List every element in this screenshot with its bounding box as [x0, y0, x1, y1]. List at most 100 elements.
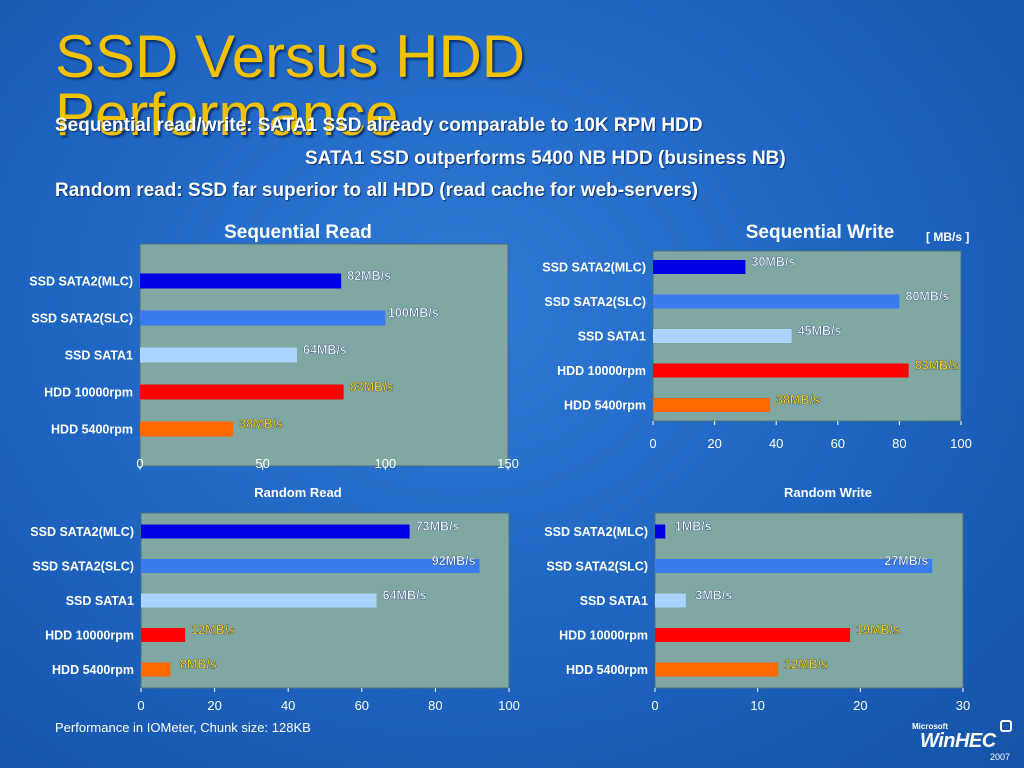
value-label: 92MB/s [432, 554, 476, 568]
value-label: 8MB/s [180, 658, 217, 672]
plot-area [654, 512, 964, 689]
category-label: SSD SATA1 [580, 594, 648, 608]
logo-winhec: WinHEC [920, 730, 996, 752]
x-tick-label: 30 [956, 698, 970, 713]
bar [653, 294, 900, 309]
value-label: 64MB/s [383, 589, 427, 603]
category-label: SSD SATA2(MLC) [30, 525, 134, 539]
bar [141, 559, 480, 573]
x-tick-label: 0 [136, 456, 143, 471]
logo-microsoft: Microsoft [912, 722, 948, 731]
bar [141, 524, 410, 539]
winhec-logo: Microsoft WinHEC 2007 [912, 720, 1012, 764]
x-tick-label: 80 [892, 436, 906, 451]
chart-random-write: Random Write SSD SATA2(MLC) 1MB/s SSD SATA2… [520, 482, 1020, 720]
category-label: SSD SATA1 [65, 349, 133, 363]
bar [140, 384, 344, 400]
bar [655, 559, 933, 573]
value-label: 3MB/s [695, 589, 732, 603]
category-label: SSD SATA2(MLC) [29, 275, 133, 289]
category-label: HDD 5400rpm [52, 663, 134, 677]
category-label: SSD SATA2(SLC) [544, 295, 646, 309]
value-label: 83MB/s [350, 380, 394, 394]
x-tick-label: 80 [428, 698, 442, 713]
chart-svg: Random Write SSD SATA2(MLC) 1MB/s SSD SATA2… [544, 485, 970, 713]
value-label: 12MB/s [784, 658, 828, 672]
category-label: SSD SATA2(SLC) [546, 560, 648, 574]
value-label: 83MB/s [915, 359, 959, 373]
chart-title: Sequential Write [746, 222, 895, 243]
value-label: 27MB/s [884, 554, 928, 568]
category-label: HDD 10000rpm [45, 629, 134, 643]
value-label: 30MB/s [752, 255, 796, 269]
x-tick-label: 150 [497, 456, 519, 471]
bar [653, 363, 909, 378]
chart-title: Random Write [784, 485, 872, 500]
x-tick-label: 60 [355, 698, 369, 713]
x-tick-label: 0 [137, 698, 144, 713]
category-label: SSD SATA2(MLC) [542, 261, 646, 275]
x-tick-label: 60 [831, 436, 845, 451]
x-tick-label: 40 [281, 698, 295, 713]
bar [141, 628, 186, 642]
chart-svg: Sequential Write [ MB/s ] SSD SATA2(MLC) 30… [542, 222, 972, 451]
chart-unit-note: [ MB/s ] [926, 230, 969, 244]
bar [140, 310, 386, 326]
x-tick-label: 50 [255, 456, 269, 471]
x-tick-label: 40 [769, 436, 783, 451]
x-tick-label: 10 [750, 698, 764, 713]
value-label: 45MB/s [798, 324, 842, 338]
value-label: 80MB/s [906, 290, 950, 304]
x-tick-label: 100 [374, 456, 396, 471]
chart-title: Sequential Read [224, 222, 372, 243]
x-tick-label: 100 [498, 698, 520, 713]
chart-svg: Random Read SSD SATA2(MLC) 73MB/s SSD SATA2… [30, 485, 520, 713]
value-label: 73MB/s [416, 520, 460, 534]
x-tick-label: 20 [207, 698, 221, 713]
bar [653, 329, 792, 343]
bar [140, 273, 342, 289]
bar [140, 347, 298, 363]
slide-title: SSD Versus HDD Performance [55, 23, 526, 148]
category-label: HDD 10000rpm [557, 364, 646, 378]
bar [653, 260, 746, 274]
bullet-sata1-vs-5400: SATA1 SSD outperforms 5400 NB HDD (busin… [305, 148, 786, 169]
value-label: 38MB/s [239, 417, 283, 431]
value-label: 82MB/s [347, 269, 391, 283]
value-label: 38MB/s [776, 393, 820, 407]
bullet-random-read: Random read: SSD far superior to all HDD… [55, 180, 699, 201]
chart-random-read: Random Read SSD SATA2(MLC) 73MB/s SSD SATA2… [0, 482, 530, 720]
category-label: HDD 5400rpm [564, 399, 646, 413]
bar [655, 593, 686, 608]
chart-sequential-read: Sequential Read SSD SATA2(MLC) 82MB/s SSD S… [0, 218, 530, 480]
bar [655, 662, 779, 677]
category-label: HDD 10000rpm [44, 386, 133, 400]
x-tick-label: 20 [707, 436, 721, 451]
value-label: 100MB/s [388, 306, 439, 320]
value-label: 12MB/s [191, 623, 235, 637]
x-tick-label: 100 [950, 436, 972, 451]
logo-year: 2007 [990, 752, 1011, 762]
chart-svg: Sequential Read SSD SATA2(MLC) 82MB/s SSD S… [29, 222, 519, 471]
value-label: 64MB/s [303, 343, 347, 357]
category-label: SSD SATA2(SLC) [31, 312, 133, 326]
x-tick-label: 20 [853, 698, 867, 713]
value-label: 19MB/s [856, 623, 900, 637]
chart-sequential-write: Sequential Write [ MB/s ] SSD SATA2(MLC) 30… [520, 218, 1020, 480]
bar [140, 421, 234, 437]
category-label: HDD 5400rpm [51, 423, 133, 437]
bar [141, 593, 377, 608]
x-tick-label: 0 [651, 698, 658, 713]
footnote: Performance in IOMeter, Chunk size: 128K… [55, 720, 311, 735]
bar [655, 524, 666, 539]
category-label: HDD 5400rpm [566, 663, 648, 677]
logo-window-icon [1000, 720, 1012, 732]
bar [655, 628, 851, 642]
category-label: SSD SATA2(MLC) [544, 525, 648, 539]
category-label: SSD SATA2(SLC) [32, 560, 134, 574]
bar [653, 398, 771, 412]
category-label: SSD SATA1 [578, 330, 646, 344]
category-label: HDD 10000rpm [559, 629, 648, 643]
x-tick-label: 0 [649, 436, 656, 451]
chart-title: Random Read [254, 485, 341, 500]
